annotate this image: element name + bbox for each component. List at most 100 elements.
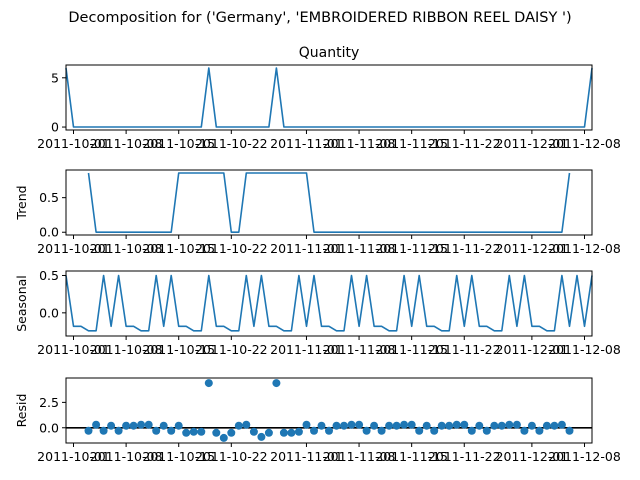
resid-point	[182, 428, 191, 437]
x-tick-label: 2011-10-08	[90, 449, 163, 464]
resid-point	[287, 428, 296, 437]
resid-point	[249, 427, 258, 436]
x-tick-label: 2011-10-22	[195, 449, 268, 464]
x-tick-label: 2011-10-01	[37, 136, 110, 151]
panel-observed: Quantity 0 5 2011-10-012011-10-082011-10-15…	[37, 45, 621, 151]
resid-point	[302, 420, 311, 429]
y-tick-label: 0.0	[39, 225, 59, 240]
resid-point	[325, 426, 333, 435]
axes-frame	[65, 270, 593, 337]
resid-point	[279, 428, 288, 437]
x-tick-label: 2011-10-22	[195, 241, 268, 256]
resid-point	[122, 421, 131, 430]
x-tick-label: 2011-12-08	[548, 449, 621, 464]
resid-point	[317, 421, 326, 430]
figure-suptitle: Decomposition for ('Germany', 'EMBROIDER…	[68, 10, 571, 26]
y-tick-label: 0.5	[39, 268, 59, 283]
x-tick-label: 2011-11-22	[428, 342, 501, 357]
resid-point	[460, 420, 469, 429]
y-axis-label: Seasonal	[14, 275, 29, 332]
x-tick-label: 2011-11-08	[323, 136, 396, 151]
resid-point	[347, 420, 356, 429]
resid-point	[219, 433, 228, 442]
x-tick-label: 2011-11-15	[375, 136, 448, 151]
resid-point	[294, 427, 303, 436]
resid-point	[370, 421, 379, 430]
axes-frame	[65, 64, 593, 131]
x-tick-label: 2011-10-15	[142, 449, 215, 464]
x-tick-label: 2011-11-15	[375, 342, 448, 357]
resid-point	[159, 421, 168, 430]
resid-point	[445, 421, 454, 430]
resid-point	[234, 421, 243, 430]
resid-point	[400, 420, 409, 429]
x-tick-label: 2011-12-01	[496, 449, 569, 464]
x-tick-label: 2011-10-15	[142, 241, 215, 256]
resid-point	[520, 426, 529, 435]
resid-point	[189, 427, 198, 436]
resid-point	[452, 420, 461, 429]
x-tick-label: 2011-10-01	[37, 241, 110, 256]
axes-frame	[65, 377, 593, 444]
resid-point	[550, 421, 559, 430]
resid-point	[430, 426, 439, 435]
resid-point	[264, 428, 273, 437]
resid-point	[129, 421, 138, 430]
resid-point	[242, 420, 251, 429]
resid-point	[92, 420, 101, 429]
resid-point	[332, 421, 341, 430]
x-tick-label: 2011-11-01	[270, 449, 343, 464]
resid-point	[167, 426, 176, 435]
panel-resid: Resid 0.0 2.5 2011-10-012011-10-082011-10-1…	[14, 377, 621, 464]
x-tick-label: 2011-10-22	[195, 136, 268, 151]
resid-point	[174, 421, 183, 430]
resid-point	[422, 421, 431, 430]
resid-point	[437, 421, 446, 430]
x-tick-label: 2011-10-08	[90, 342, 163, 357]
x-tick-label: 2011-12-01	[496, 241, 569, 256]
x-tick-label: 2011-11-15	[375, 449, 448, 464]
resid-point	[505, 420, 514, 429]
resid-point	[355, 420, 364, 429]
panel-title: Quantity	[299, 45, 360, 61]
series-line	[65, 274, 593, 332]
x-tick-label: 2011-12-01	[496, 342, 569, 357]
resid-point	[152, 426, 161, 435]
x-tick-label: 2011-11-08	[323, 342, 396, 357]
x-tick-label: 2011-10-15	[142, 342, 215, 357]
resid-point	[272, 379, 281, 388]
resid-point	[535, 426, 544, 435]
panel-seasonal: Seasonal 0.00.52011-10-012011-10-082011-1…	[14, 268, 621, 357]
x-tick-label: 2011-10-08	[90, 136, 163, 151]
series-line	[87, 172, 571, 233]
y-tick-label: 0.5	[39, 190, 59, 205]
y-tick-label: 0.0	[39, 305, 59, 320]
x-tick-label: 2011-11-08	[323, 449, 396, 464]
x-tick-label: 2011-11-01	[270, 342, 343, 357]
x-tick-label: 2011-11-22	[428, 449, 501, 464]
resid-point	[212, 428, 221, 437]
x-tick-label: 2011-11-01	[270, 136, 343, 151]
series-line	[65, 67, 593, 128]
y-axis-label: Trend	[14, 185, 29, 220]
resid-point	[482, 426, 491, 435]
resid-point	[415, 426, 424, 435]
resid-point	[512, 420, 521, 429]
resid-point	[257, 432, 266, 441]
y-axis-label: Resid	[14, 394, 29, 428]
resid-point	[197, 427, 206, 436]
x-tick-label: 2011-10-15	[142, 136, 215, 151]
x-tick-label: 2011-12-08	[548, 342, 621, 357]
resid-point	[310, 426, 318, 435]
resid-point	[204, 379, 213, 388]
resid-point	[392, 421, 401, 430]
x-tick-label: 2011-11-01	[270, 241, 343, 256]
resid-point	[114, 426, 123, 435]
x-tick-label: 2011-11-22	[428, 241, 501, 256]
resid-point	[107, 421, 116, 430]
panel-trend: Trend 0.0 0.5 2011-10-012011-10-082011-10-1…	[14, 169, 621, 256]
resid-point	[475, 421, 484, 430]
axes-frame	[65, 169, 593, 236]
x-tick-label: 2011-12-08	[548, 241, 621, 256]
